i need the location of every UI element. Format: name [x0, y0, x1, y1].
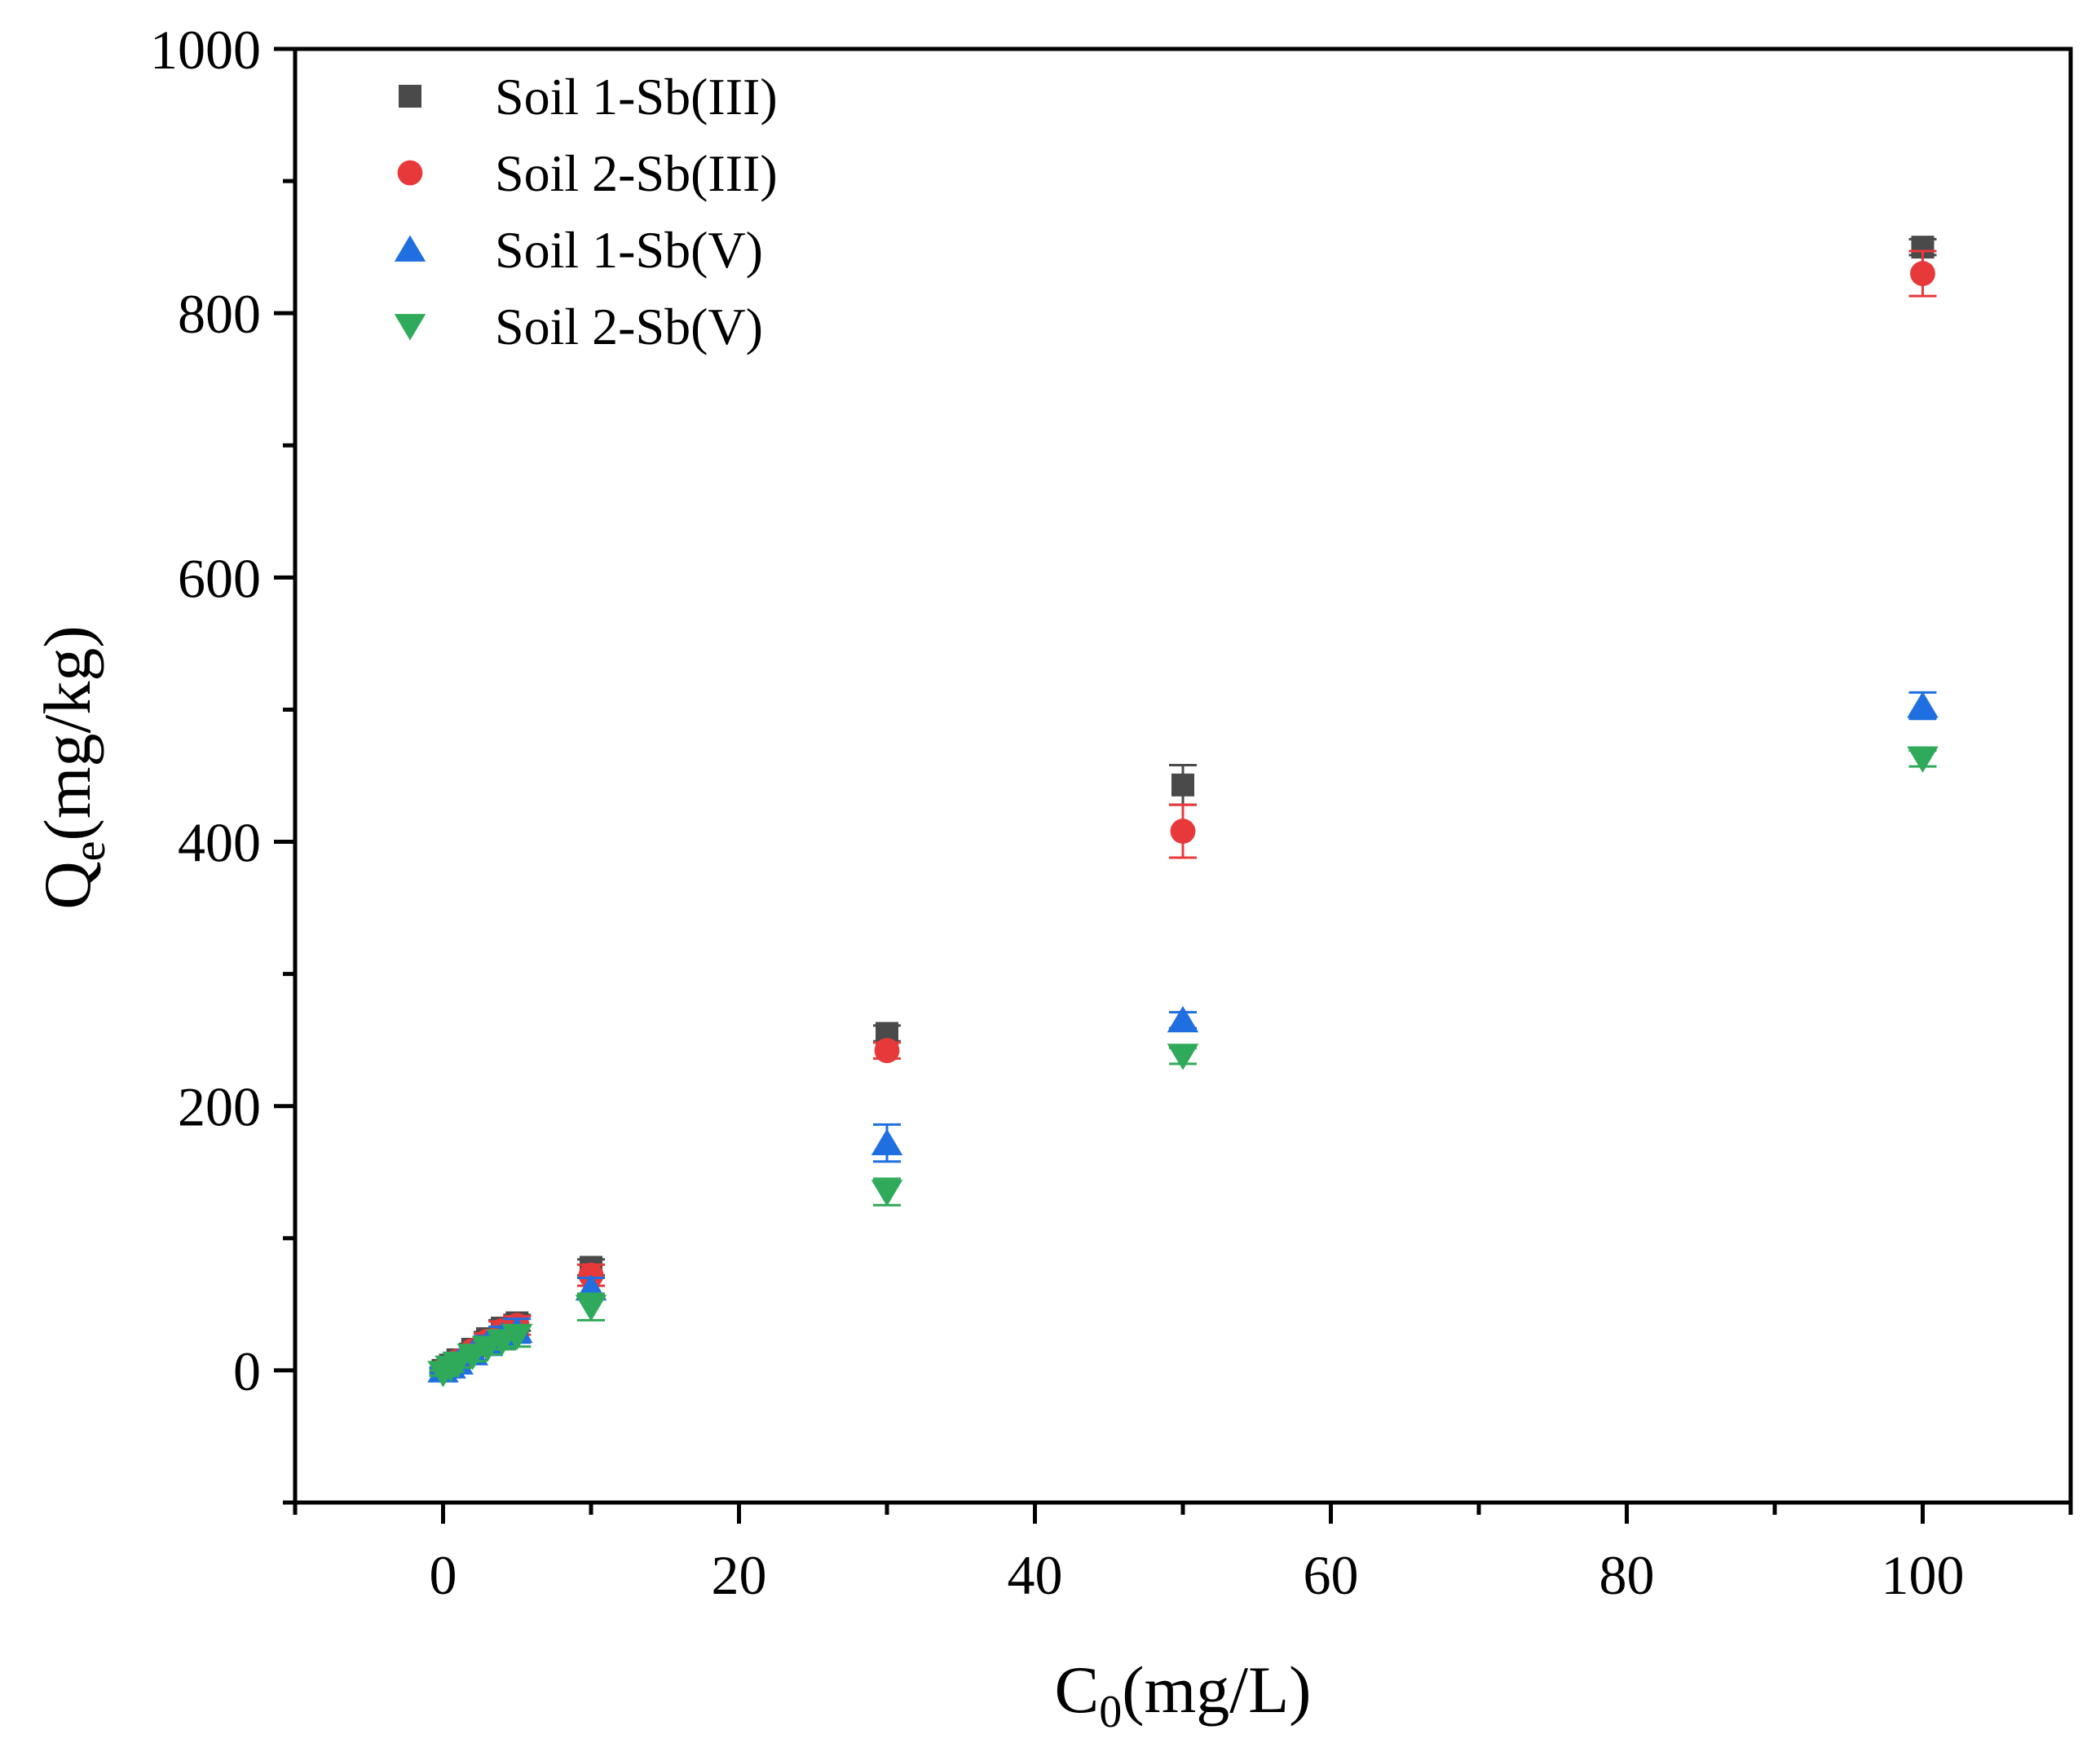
legend-label: Soil 1-Sb(III)	[495, 68, 778, 126]
legend-label: Soil 1-Sb(V)	[495, 221, 763, 279]
y-tick-label: 200	[178, 1076, 261, 1138]
data-point	[501, 1323, 533, 1351]
x-tick-label: 60	[1304, 1544, 1359, 1606]
x-tick-label: 0	[430, 1544, 457, 1606]
series-4	[427, 746, 1939, 1388]
data-point	[1907, 746, 1939, 773]
data-point	[575, 1295, 607, 1322]
y-tick-label: 1000	[150, 19, 261, 81]
data-point	[871, 1128, 903, 1155]
y-tick-label: 0	[233, 1340, 261, 1402]
data-point	[1171, 773, 1194, 797]
x-tick-label: 80	[1599, 1544, 1655, 1606]
x-axis-title: C0(mg/L)	[1055, 1653, 1312, 1737]
legend-marker	[399, 85, 421, 108]
data-point	[874, 1038, 900, 1064]
x-tick-label: 40	[1008, 1544, 1063, 1606]
data-point	[1167, 1005, 1199, 1033]
y-tick-label: 800	[178, 283, 261, 345]
y-tick-label: 600	[178, 547, 261, 609]
x-tick-label: 20	[712, 1544, 767, 1606]
series-2	[429, 249, 1937, 1384]
legend: Soil 1-Sb(III) Soil 2-Sb(III) Soil 1-Sb(V)…	[394, 68, 778, 355]
data-point	[1910, 261, 1935, 286]
data-point	[871, 1180, 903, 1207]
legend-label: Soil 2-Sb(III)	[495, 144, 778, 202]
legend-marker	[394, 314, 426, 341]
y-tick-label: 400	[178, 812, 261, 874]
data-point	[1167, 1044, 1199, 1070]
legend-label: Soil 2-Sb(V)	[495, 298, 763, 355]
y-axis-title: Qe(mg/kg)	[30, 625, 115, 909]
legend-marker	[397, 160, 423, 186]
legend-marker	[394, 235, 426, 262]
data-point	[1907, 691, 1939, 718]
x-tick-label: 100	[1882, 1544, 1965, 1606]
data-point	[1170, 819, 1196, 844]
